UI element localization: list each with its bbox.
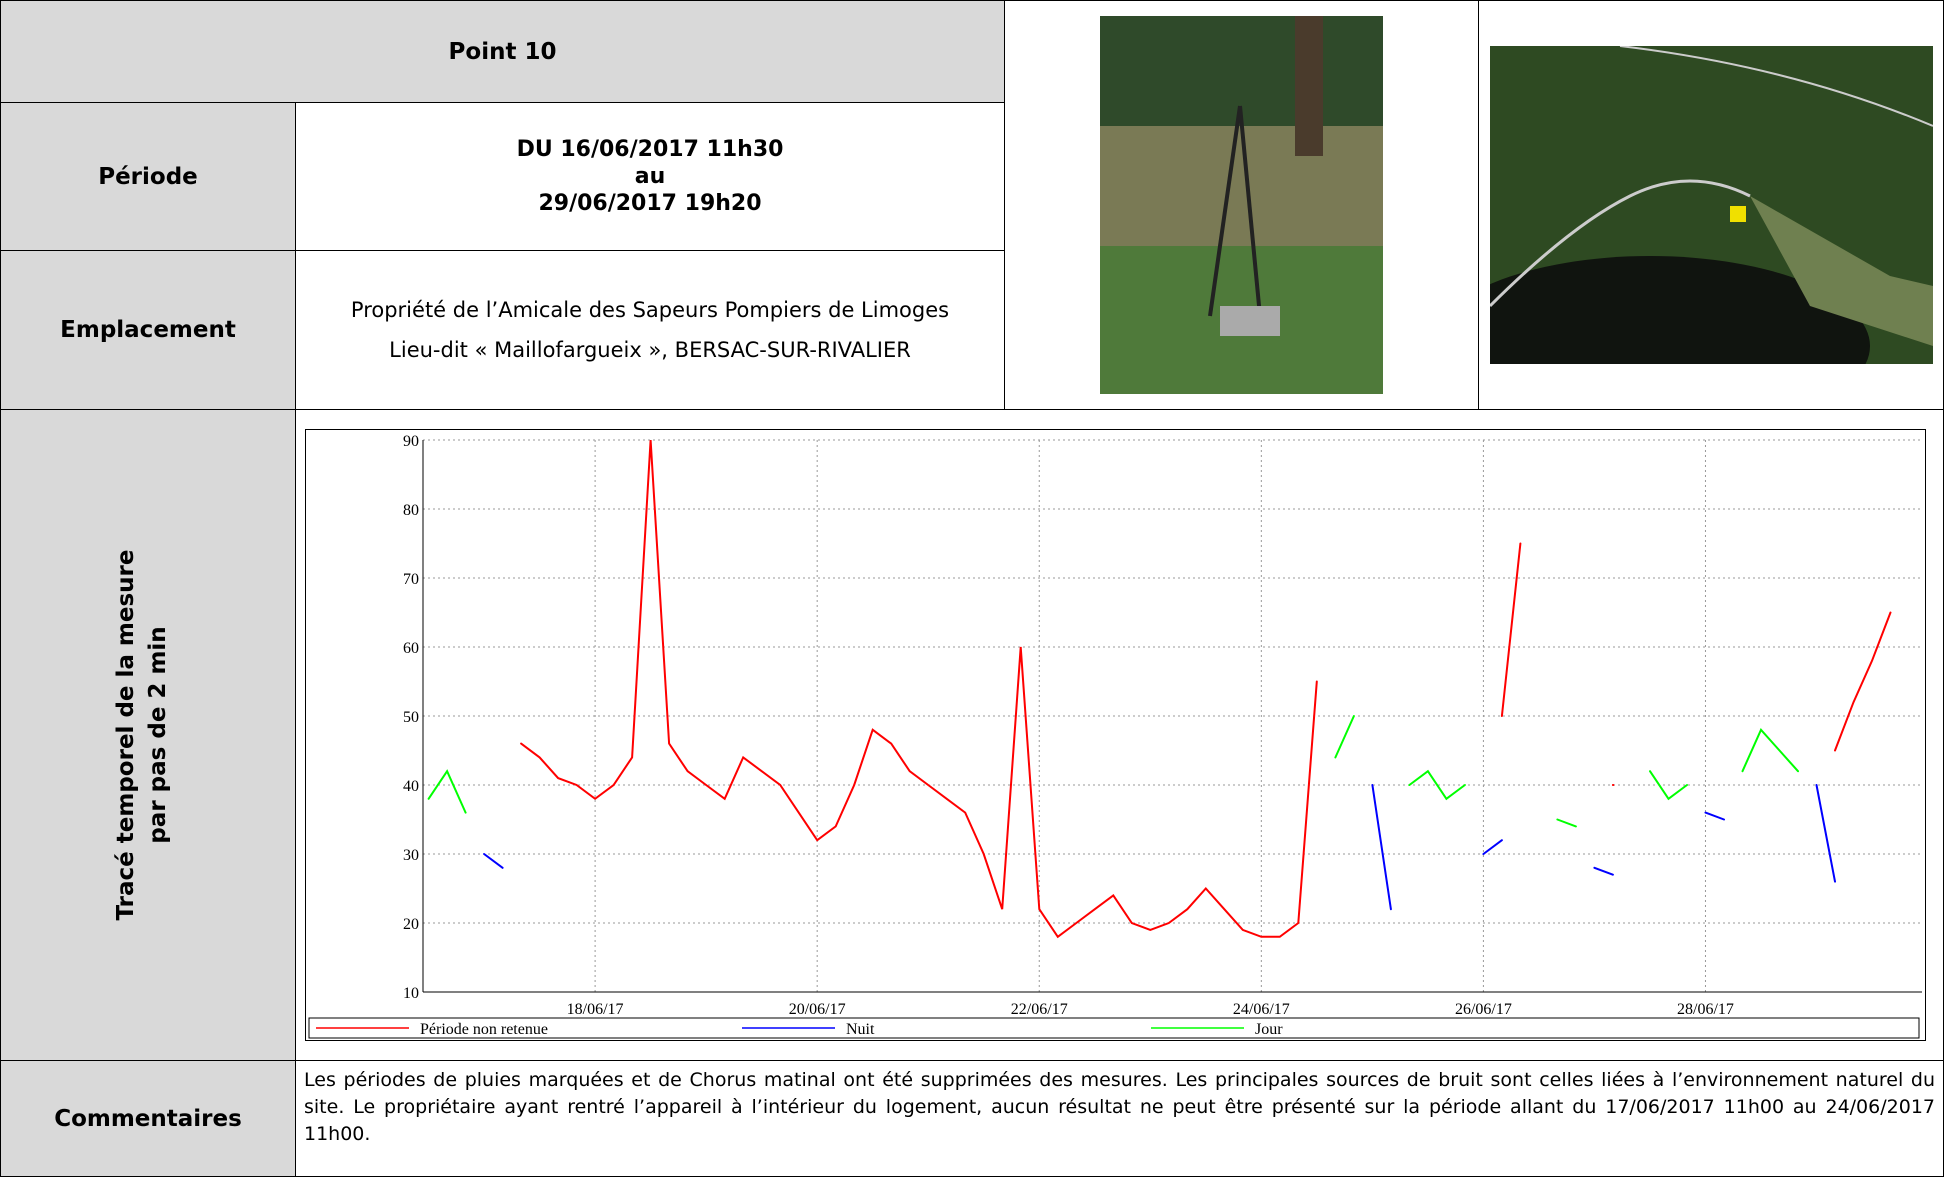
y-tick-label: 50 xyxy=(403,709,419,726)
y-tick-label: 60 xyxy=(403,640,419,657)
location-label-cell: Emplacement xyxy=(0,250,296,410)
legend-label: Nuit xyxy=(846,1021,875,1038)
x-tick-label: 20/06/17 xyxy=(789,1001,846,1018)
x-tick-label: 26/06/17 xyxy=(1455,1001,1512,1018)
y-tick-label: 30 xyxy=(403,847,419,864)
chart: 10 20 30 40 50 60 70 80 90 18/06/17 20/06/17 22/06/… xyxy=(305,429,1926,1041)
location-line: Lieu-dit « Maillofargueix », BERSAC-SUR-… xyxy=(389,338,911,362)
x-tick-label: 28/06/17 xyxy=(1677,1001,1734,1018)
y-tick-label: 20 xyxy=(403,916,419,933)
title: Point 10 xyxy=(448,38,557,65)
y-tick-label: 10 xyxy=(403,985,419,1002)
trace-label-line: par pas de 2 min xyxy=(145,626,171,843)
legend-label: Période non retenue xyxy=(420,1021,548,1038)
period-cell: DU 16/06/2017 11h30 au 29/06/2017 19h20 xyxy=(295,102,1005,251)
comments-cell: Les périodes de pluies marquées et de Ch… xyxy=(295,1060,1944,1177)
period-line: DU 16/06/2017 11h30 xyxy=(516,137,784,162)
trace-label-line: Tracé temporel de la mesure xyxy=(113,550,139,921)
legend-label: Jour xyxy=(1255,1021,1283,1038)
period-label-cell: Période xyxy=(0,102,296,251)
title-cell: Point 10 xyxy=(0,0,1005,103)
x-tick-label: 22/06/17 xyxy=(1011,1001,1068,1018)
aerial-photo xyxy=(1489,46,1933,364)
trace-label-cell: Tracé temporel de la mesure par pas de 2… xyxy=(0,409,296,1061)
y-tick-label: 70 xyxy=(403,571,419,588)
y-tick-label: 80 xyxy=(403,502,419,519)
chart-frame xyxy=(305,429,1926,1041)
period-label: Période xyxy=(98,163,198,190)
series-line xyxy=(520,439,1892,939)
x-tick-label: 18/06/17 xyxy=(567,1001,624,1018)
location-label: Emplacement xyxy=(60,317,236,343)
series-line xyxy=(427,715,1799,828)
map-cell xyxy=(1478,0,1944,410)
comments-label-cell: Commentaires xyxy=(0,1060,296,1177)
y-tick-label: 40 xyxy=(403,778,419,795)
comments-text: Les périodes de pluies marquées et de Ch… xyxy=(304,1069,1935,1145)
x-tick-label: 24/06/17 xyxy=(1233,1001,1290,1018)
legend-box xyxy=(308,1017,1920,1039)
comments-label: Commentaires xyxy=(54,1105,242,1132)
trace-label: Tracé temporel de la mesure par pas de 2… xyxy=(113,550,171,921)
period-line: au xyxy=(634,164,666,189)
y-tick-label: 90 xyxy=(403,433,419,450)
period-line: 29/06/2017 19h20 xyxy=(538,191,762,216)
photo-cell xyxy=(1004,0,1479,410)
location-cell: Propriété de l’Amicale des Sapeurs Pompi… xyxy=(295,250,1005,410)
series-line xyxy=(483,784,1836,911)
site-photo xyxy=(1100,16,1383,394)
location-line: Propriété de l’Amicale des Sapeurs Pompi… xyxy=(350,298,950,322)
